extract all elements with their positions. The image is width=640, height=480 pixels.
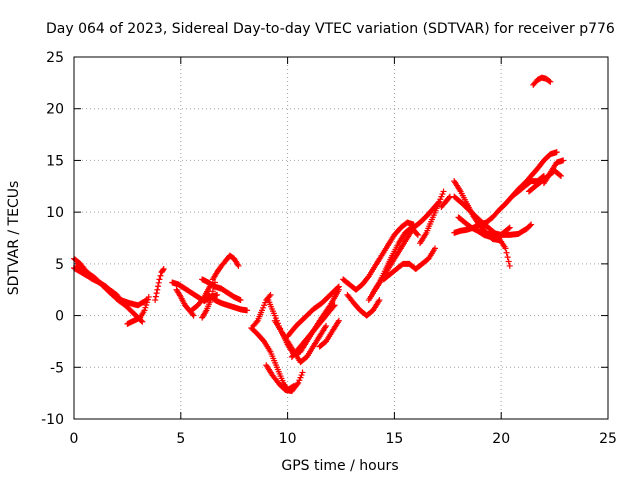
series-markers [250,291,274,329]
series-10 [205,291,251,314]
axis-ticks [73,56,609,420]
y-tick-label: -10 [41,412,64,428]
x-axis-label: GPS time / hours [281,458,398,474]
series-markers [263,362,306,395]
series-markers [209,252,242,283]
series-35 [530,74,554,88]
series-18 [250,291,274,329]
series-markers [540,157,567,187]
plot-frame [73,56,609,420]
x-tick-labels: 0 5 10 15 20 25 [70,431,617,447]
series-3 [124,293,152,327]
y-tick-label: 15 [46,153,64,169]
series-34 [540,157,567,187]
x-tick-label: 0 [70,431,79,447]
series-markers [380,245,438,283]
series-19 [316,317,342,350]
series-9 [209,252,242,283]
series-21 [340,219,417,293]
series-markers [284,283,342,340]
series-markers [71,264,129,309]
series-markers [417,188,447,247]
x-tick-label: 15 [385,431,403,447]
x-tick-label: 20 [492,431,510,447]
y-axis-label: SDTVAR / TECUs [6,181,22,296]
series-31 [481,221,535,238]
series-20 [344,291,383,319]
chart-title: Day 064 of 2023, Sidereal Day-to-day VTE… [46,21,615,37]
y-tick-labels: -10 -5 0 5 10 15 20 25 [41,50,64,428]
y-tick-label: -5 [50,360,64,376]
series-markers [344,291,383,319]
series-markers [316,317,342,350]
series-markers [188,281,214,314]
series-markers [124,293,152,327]
series-16 [284,283,342,340]
series-26 [438,193,453,210]
y-tick-label: 0 [55,309,64,325]
series-markers [370,224,421,296]
series-25 [417,188,447,247]
series-7 [188,281,214,314]
y-tick-label: 10 [46,205,64,221]
y-tick-label: 20 [46,102,64,118]
series-4 [152,266,167,304]
series-markers [481,221,535,238]
series-markers [199,279,218,321]
series-markers [530,74,554,88]
series-32 [508,149,560,200]
series-markers [271,317,330,366]
series-markers [205,291,251,314]
x-tick-label: 10 [279,431,297,447]
series-24 [380,245,438,283]
y-tick-label: 25 [46,50,64,66]
series-markers [340,219,417,293]
series-23 [370,224,421,296]
grid-lines [74,57,608,419]
x-tick-label: 5 [176,431,185,447]
series-markers [152,266,167,304]
data-points [71,74,567,395]
y-tick-label: 5 [55,257,64,273]
series-markers [438,193,453,210]
series-markers [288,302,338,360]
series-13 [263,362,306,395]
series-17 [288,302,338,360]
x-tick-label: 25 [599,431,617,447]
series-11 [199,279,218,321]
series-2 [71,264,129,309]
series-15 [271,317,330,366]
series-markers [508,149,560,200]
